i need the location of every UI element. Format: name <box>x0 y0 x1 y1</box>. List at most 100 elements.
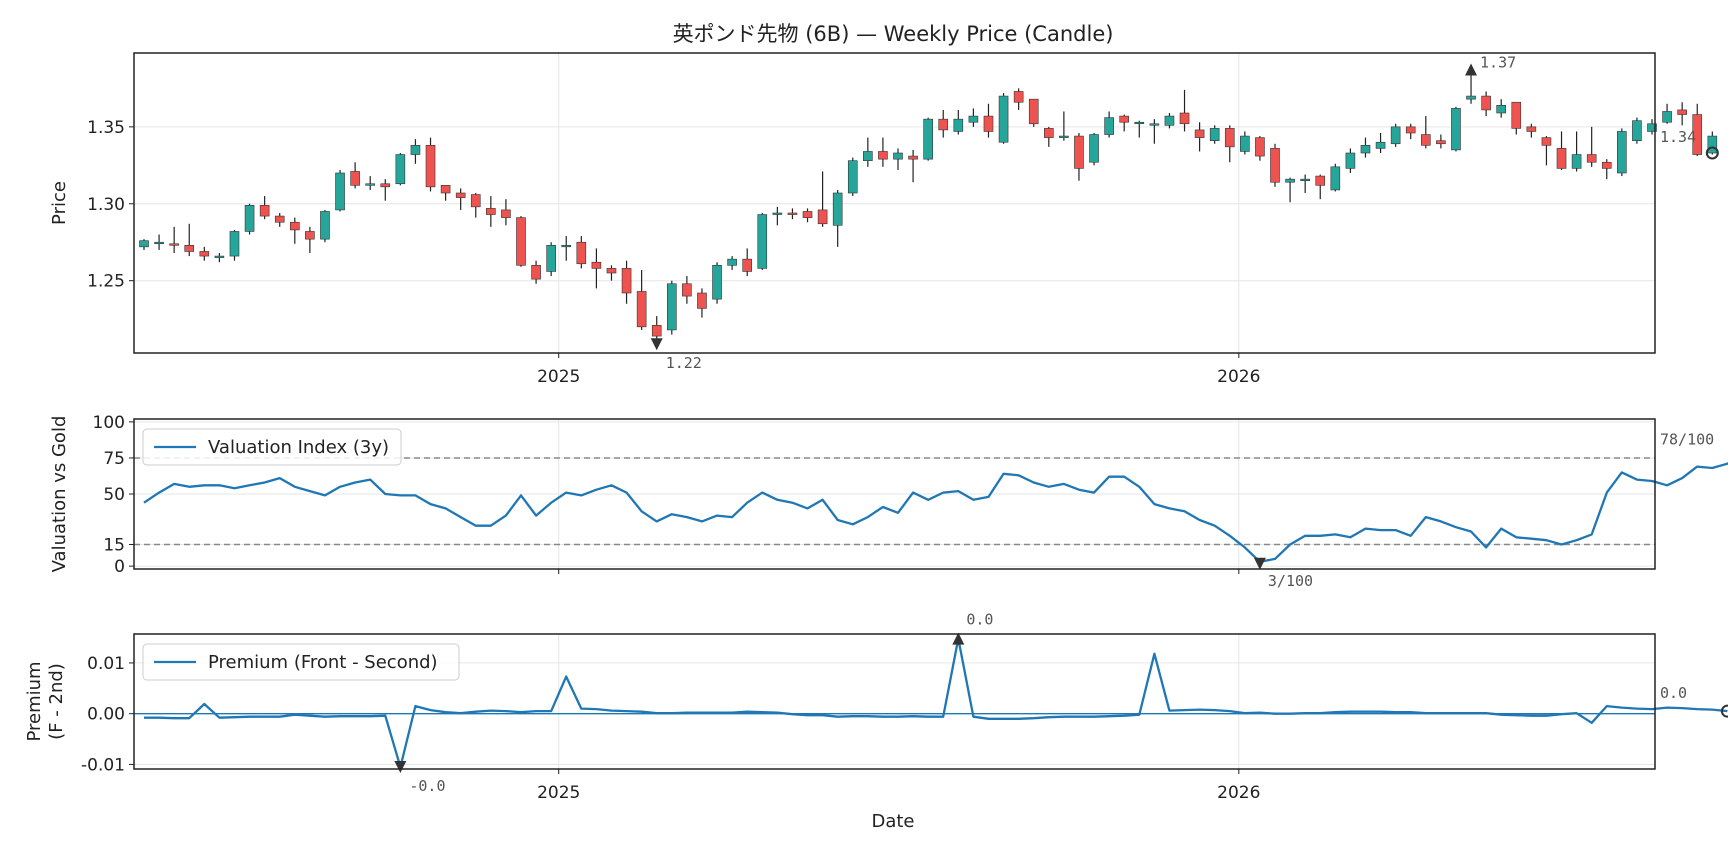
candle-down <box>169 243 179 246</box>
candle-up <box>1345 152 1356 169</box>
last-annotation: 78/100 <box>1660 431 1714 449</box>
y-tick-label: 1.35 <box>87 118 125 138</box>
candle-down <box>274 215 285 223</box>
candle-down <box>1119 115 1129 123</box>
candle-down <box>938 118 949 131</box>
candle-up <box>1149 123 1160 126</box>
candle-up <box>1632 120 1642 141</box>
min-annotation: -0.0 <box>409 777 445 795</box>
y-tick-label: 1.25 <box>87 272 125 292</box>
candle-down <box>425 145 436 188</box>
candle-down <box>1692 114 1703 155</box>
candle-up <box>1164 115 1175 126</box>
y-tick-label: 100 <box>93 413 125 433</box>
candle-down <box>380 183 391 188</box>
candle-down <box>1421 134 1431 146</box>
candle-down <box>440 185 451 194</box>
candle-up <box>847 160 858 194</box>
candle-up <box>1089 134 1099 163</box>
candle-up <box>1360 145 1371 154</box>
candle-down <box>501 209 511 218</box>
candle-down <box>621 268 632 294</box>
y-axis-label-premium: Premium(F - 2nd) <box>24 661 67 741</box>
candle-down <box>1179 112 1190 125</box>
panel-valuation: 015 50 75 100 Valuation vs Gold 78/100 3/100 Va… <box>49 413 1728 590</box>
candle-down <box>1436 140 1446 145</box>
candle-up <box>561 245 572 248</box>
chart-title: 英ポンド先物 (6B) — Weekly Price (Candle) <box>673 22 1114 46</box>
last-marker <box>1720 704 1728 718</box>
candle-up <box>154 241 164 245</box>
series-line-valuation <box>143 462 1728 563</box>
candle-up <box>1285 178 1295 183</box>
x-tick-label-2026: 2026 <box>1217 783 1260 803</box>
candles <box>139 71 1718 343</box>
y-tick-label: 0.01 <box>87 654 125 674</box>
candle-down <box>1601 161 1612 169</box>
candle-down <box>682 283 692 297</box>
candle-down <box>1586 154 1597 163</box>
candle-up <box>666 283 677 331</box>
legend-valuation: Valuation Index (3y) <box>142 428 402 466</box>
candle-down <box>1511 101 1522 129</box>
candle-up <box>1300 178 1310 181</box>
candle-up <box>893 152 903 160</box>
candle-down <box>983 115 994 132</box>
min-marker <box>650 338 663 351</box>
min-marker <box>1253 557 1266 570</box>
x-axis-label: Date <box>871 811 914 832</box>
candle-up <box>923 118 933 160</box>
candle-up <box>139 240 149 248</box>
candle-down <box>516 217 526 266</box>
y-tick-label: 0 <box>114 557 125 577</box>
candle-up <box>1134 121 1145 125</box>
plot-frame-price <box>133 52 1656 354</box>
candle-down <box>350 171 360 186</box>
candle-down <box>1541 137 1552 146</box>
candle-up <box>320 211 330 240</box>
max-marker <box>1465 63 1478 76</box>
legend-box <box>142 643 460 681</box>
y-tick-label: 1.30 <box>87 195 125 215</box>
candle-down <box>199 251 210 257</box>
candle-up <box>1451 108 1461 151</box>
candle-up <box>953 118 964 132</box>
candle-down <box>184 245 195 252</box>
plot-frame-premium <box>133 633 1656 770</box>
candle-up <box>1059 135 1069 138</box>
legend-label: Valuation Index (3y) <box>208 437 389 458</box>
candle-down <box>576 241 587 265</box>
min-annotation: 3/100 <box>1268 572 1313 590</box>
panel-price: 1.25 1.30 1.35 2025 2026 Price 1.37 1.22 1.34 <box>49 52 1719 387</box>
candle-down <box>305 231 315 240</box>
candle-up <box>1375 141 1386 149</box>
candle-up <box>1571 154 1582 169</box>
candle-down <box>606 268 617 274</box>
legend-box <box>142 428 402 466</box>
candle-up <box>772 212 783 215</box>
candle-up <box>727 258 737 266</box>
candle-down <box>742 258 753 272</box>
legend-premium: Premium (Front - Second) <box>142 643 460 681</box>
candle-up <box>998 95 1009 143</box>
y-tick-label: 50 <box>103 485 125 505</box>
chart-panels: 1.25 1.30 1.35 2025 2026 Price 1.37 1.22 1.34 015… <box>24 52 1728 803</box>
max-annotation: 0.0 <box>966 611 993 629</box>
candle-down <box>697 292 707 309</box>
candle-down <box>289 221 300 231</box>
panel-premium: -0.01 0.00 0.01 2025 2026 Premium(F - 2nd) 0.0… <box>24 611 1728 803</box>
candle-up <box>1466 95 1476 100</box>
last-marker <box>1705 146 1719 160</box>
candle-down <box>787 212 798 215</box>
candle-up <box>1662 111 1672 123</box>
x-tick-label-2026: 2026 <box>1217 367 1260 387</box>
max-marker <box>952 632 965 645</box>
candle-up <box>1330 166 1341 191</box>
candle-up <box>1240 135 1250 152</box>
y-axis-label-valuation: Valuation vs Gold <box>49 416 70 573</box>
candle-down <box>817 209 828 225</box>
candle-up <box>832 192 843 226</box>
candle-up <box>244 205 255 232</box>
candle-down <box>1556 148 1567 169</box>
